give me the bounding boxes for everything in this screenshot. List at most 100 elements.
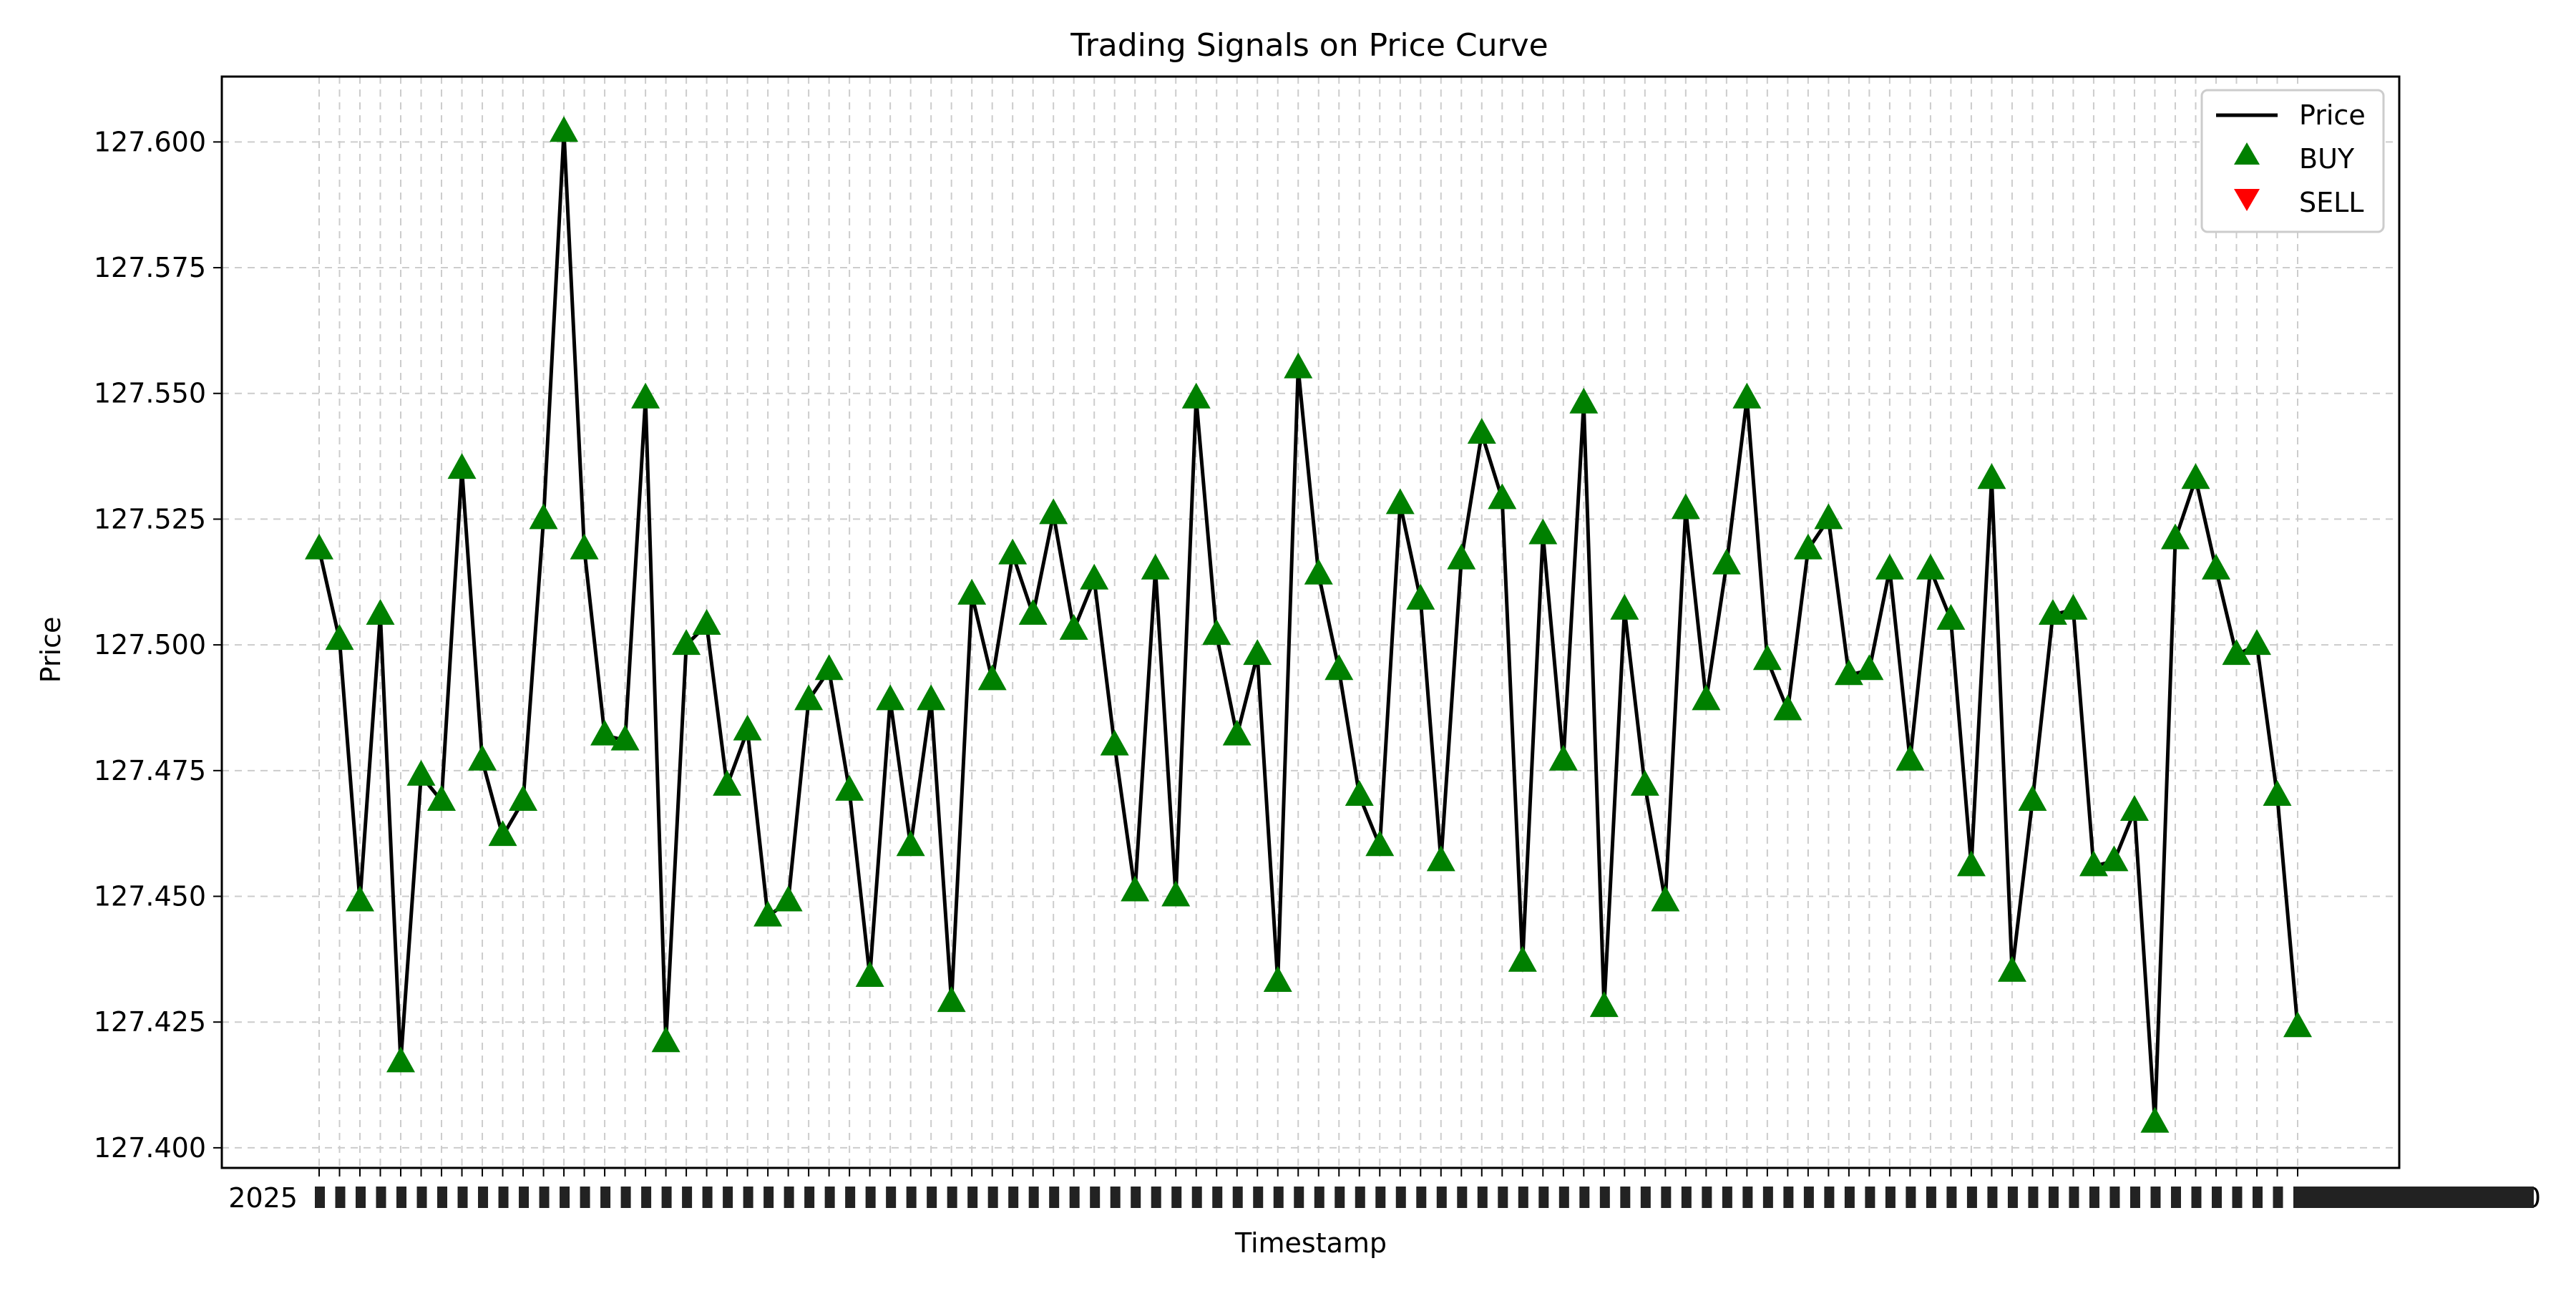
buy-marker	[468, 744, 497, 771]
buy-marker	[1345, 779, 1374, 806]
x-tick-label-overlap	[1212, 1187, 1223, 1208]
x-tick-label-overlap	[824, 1187, 835, 1208]
legend-sell-marker	[2234, 189, 2260, 211]
x-tick-label-overlap	[723, 1187, 733, 1208]
x-tick-label-overlap	[1253, 1187, 1264, 1208]
x-tick-label-overlap	[498, 1187, 509, 1208]
buy-marker	[1997, 955, 2026, 982]
x-tick-label-overlap	[947, 1187, 957, 1208]
buy-marker	[1202, 619, 1231, 646]
x-tick-label-overlap	[1171, 1187, 1182, 1208]
buy-marker	[1569, 387, 1599, 414]
x-tick-label-overlap	[1946, 1187, 1957, 1208]
x-tick-label-overlap	[437, 1187, 448, 1208]
x-tick-label-overlap	[2069, 1187, 2079, 1208]
buy-marker	[2119, 795, 2149, 822]
x-tick-label-overlap	[1273, 1187, 1284, 1208]
x-tick-label-overlap	[2007, 1187, 2018, 1208]
x-tick-label-overlap	[396, 1187, 407, 1208]
x-tick-label-overlap	[927, 1187, 937, 1208]
x-tick-label-overlap	[1008, 1187, 1019, 1208]
x-tick-label-overlap	[457, 1187, 468, 1208]
buy-marker	[917, 684, 946, 711]
x-tick-label-overlap	[1436, 1187, 1447, 1208]
x-tick-label-overlap	[539, 1187, 550, 1208]
buy-marker	[733, 714, 762, 741]
x-tick-label-overlap	[2191, 1187, 2202, 1208]
buy-marker	[2263, 779, 2292, 806]
buy-marker	[610, 724, 640, 751]
buy-marker	[447, 453, 477, 479]
buy-marker	[794, 684, 824, 711]
x-tick-label-overlap	[2089, 1187, 2099, 1208]
x-tick-label-overlap	[600, 1187, 611, 1208]
x-tick-label-overlap	[1926, 1187, 1936, 1208]
buy-marker	[774, 885, 803, 912]
buy-marker	[957, 578, 987, 605]
x-tick-label-overlap	[906, 1187, 917, 1208]
x-tick-label-overlap	[416, 1187, 427, 1208]
x-tick-label-overlap	[886, 1187, 897, 1208]
buy-marker	[1243, 639, 1272, 666]
buy-marker	[1406, 583, 1435, 610]
y-tick-label: 127.400	[94, 1132, 206, 1164]
x-tick-label-overlap	[784, 1187, 794, 1208]
buy-marker	[2201, 553, 2230, 580]
x-axis-label: Timestamp	[1234, 1227, 1387, 1259]
x-tick-label-overlap	[478, 1187, 489, 1208]
y-axis-ticks: 127.400 127.425 127.450 127.475 127.500 127.5…	[94, 126, 222, 1164]
buy-marker	[325, 624, 354, 651]
buy-marker	[570, 533, 599, 560]
x-tick-label-overlap	[1987, 1187, 1998, 1208]
x-tick-label-overlap	[356, 1187, 366, 1208]
x-tick-label-overlap	[519, 1187, 530, 1208]
buy-marker	[1875, 553, 1904, 580]
x-tick-label-overlap	[702, 1187, 713, 1208]
x-tick-label-overlap	[1620, 1187, 1631, 1208]
buy-marker	[1222, 719, 1252, 746]
buy-marker	[713, 769, 742, 796]
buy-marker	[1121, 875, 1150, 902]
x-tick-label-overlap	[2028, 1187, 2039, 1208]
buy-marker	[1365, 830, 1395, 857]
buy-marker	[1630, 769, 1659, 796]
x-tick-label-overlap	[1762, 1187, 1773, 1208]
y-tick-label: 127.425	[94, 1006, 206, 1038]
buy-marker	[1181, 382, 1211, 409]
x-tick-label-overlap	[987, 1187, 998, 1208]
y-tick-label: 127.525	[94, 503, 206, 535]
y-axis-label: Price	[35, 617, 67, 683]
x-tick-label-overlap	[1966, 1187, 1977, 1208]
buy-marker	[692, 609, 721, 635]
buy-marker	[1814, 503, 1843, 530]
x-tick-label-overlap	[2129, 1187, 2140, 1208]
buy-marker	[1100, 729, 1129, 756]
buy-markers	[305, 116, 2312, 1133]
x-tick-label-overlap	[1314, 1187, 1324, 1208]
buy-marker	[1793, 533, 1823, 560]
legend-buy-marker	[2234, 142, 2260, 165]
buy-marker	[2059, 593, 2088, 620]
x-tick-label-overlap	[1661, 1187, 1672, 1208]
buy-marker	[1936, 603, 1966, 630]
buy-marker	[2222, 639, 2251, 666]
buy-marker	[835, 774, 864, 801]
buy-marker	[1855, 654, 1884, 681]
buy-marker	[977, 664, 1007, 691]
buy-marker	[1080, 563, 1109, 590]
buy-marker	[590, 719, 620, 746]
buy-marker	[1752, 644, 1782, 671]
x-tick-label-overlap	[763, 1187, 774, 1208]
buy-marker	[509, 784, 538, 811]
x-tick-label-overlap	[1783, 1187, 1794, 1208]
x-tick-label-first: 2025	[228, 1182, 298, 1214]
buy-marker	[998, 538, 1028, 565]
buy-marker	[1059, 614, 1088, 640]
x-tick-label-overlap	[1232, 1187, 1243, 1208]
x-tick-label-overlap	[1599, 1187, 1610, 1208]
x-tick-label-overlap	[2150, 1187, 2161, 1208]
x-tick-label-overlap	[335, 1187, 346, 1208]
x-tick-label-overlap	[1803, 1187, 1814, 1208]
buy-marker	[1773, 694, 1802, 721]
x-tick-label-overlap	[2273, 1187, 2283, 1208]
